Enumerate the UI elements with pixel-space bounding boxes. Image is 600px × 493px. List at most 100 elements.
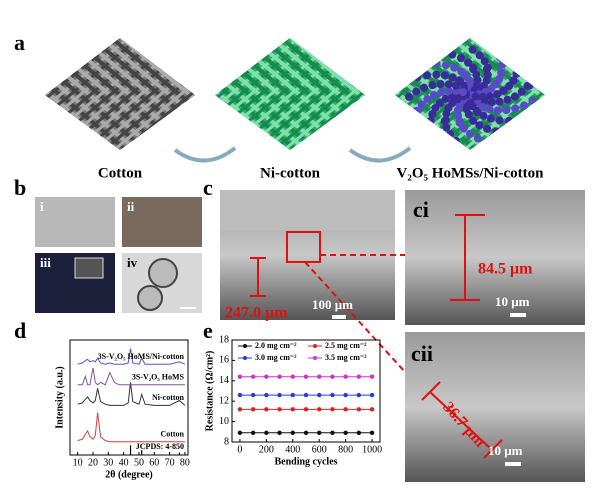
series-line	[77, 382, 186, 406]
sphere	[493, 106, 502, 115]
x-tick-label: 800	[338, 444, 353, 455]
y-axis-label: Intensity (a.u.)	[54, 366, 65, 429]
y-tick-label: 14	[219, 375, 229, 386]
marker	[290, 407, 295, 412]
sphere	[525, 81, 534, 90]
sphere	[444, 86, 453, 95]
strand	[439, 38, 545, 150]
sphere	[485, 92, 494, 101]
y-axis-label: Resistance (Ω/cm²)	[204, 351, 215, 432]
marker	[369, 392, 375, 398]
sphere	[528, 96, 537, 105]
sphere	[520, 101, 529, 110]
sphere	[423, 95, 432, 104]
sphere	[442, 61, 450, 70]
sphere	[514, 68, 523, 77]
marker	[264, 374, 269, 379]
series-label: Ni-cotton	[152, 393, 185, 402]
scale-label: 10 μm	[495, 294, 530, 309]
caption: V₂O₅ HoMSs/Ni-cotton	[397, 165, 545, 181]
y-tick-label: 10	[219, 416, 229, 427]
marker	[317, 374, 322, 379]
marker	[264, 430, 269, 436]
marker	[330, 374, 335, 379]
sphere	[459, 88, 468, 97]
photo	[122, 197, 202, 247]
sphere	[417, 100, 426, 109]
scale-bar	[505, 462, 521, 466]
panel-label: ci	[413, 197, 429, 222]
marker	[237, 430, 243, 436]
sphere	[451, 136, 460, 145]
arrow	[348, 146, 412, 163]
sphere	[468, 45, 477, 54]
sphere	[496, 53, 504, 62]
sphere	[412, 87, 421, 96]
sphere	[497, 68, 506, 77]
marker	[317, 407, 322, 412]
x-tick-label: 10	[73, 457, 83, 468]
marker	[369, 407, 375, 412]
sphere	[464, 58, 473, 67]
marker	[343, 374, 348, 379]
textile-illustrations	[45, 38, 545, 150]
measure	[421, 381, 441, 401]
sphere	[487, 98, 496, 107]
sphere	[492, 90, 501, 99]
sphere	[483, 138, 492, 147]
sphere	[438, 47, 447, 56]
marker	[356, 407, 362, 412]
sphere	[525, 113, 534, 122]
x-tick-label: 1000	[362, 444, 382, 455]
series-line	[77, 367, 185, 386]
sphere	[405, 92, 414, 101]
x-tick-label: 30	[103, 457, 113, 468]
sublabel: ii	[127, 199, 135, 214]
marker	[343, 430, 348, 436]
sublabel: iii	[40, 255, 51, 270]
sphere	[459, 124, 468, 133]
sphere	[503, 95, 512, 104]
marker	[250, 407, 256, 412]
marker	[264, 407, 269, 412]
sphere	[408, 114, 417, 123]
sphere	[498, 60, 507, 69]
sphere	[442, 123, 451, 132]
marker	[264, 392, 269, 398]
sphere	[411, 60, 420, 69]
zoom-line	[304, 261, 406, 373]
sphere	[440, 116, 449, 125]
sphere	[413, 73, 422, 82]
sphere	[515, 115, 524, 124]
sphere	[529, 74, 538, 83]
sphere	[456, 54, 465, 63]
sphere	[437, 88, 446, 97]
measure	[429, 391, 493, 451]
series-line	[77, 412, 185, 443]
sphere	[491, 46, 500, 55]
marker	[250, 392, 256, 398]
sphere	[495, 116, 504, 125]
sublabel: iv	[127, 255, 138, 270]
legend-label: 3.0 mg cm⁻²	[255, 353, 297, 362]
legend-marker	[313, 344, 317, 348]
marker	[369, 430, 375, 436]
sphere	[502, 128, 511, 137]
zoom-box	[286, 231, 321, 263]
legend-label: 2.0 mg cm⁻²	[255, 341, 297, 350]
sphere	[148, 258, 178, 288]
sphere	[502, 106, 511, 115]
plot-frame	[231, 339, 381, 443]
marker	[277, 430, 282, 436]
sphere	[469, 116, 478, 125]
marker	[237, 392, 243, 398]
sphere	[475, 51, 484, 60]
marker	[317, 430, 322, 436]
legend-label: 3.5 mg cm⁻²	[325, 353, 367, 362]
panel-label: e	[203, 318, 213, 343]
marker	[356, 430, 362, 436]
sphere	[422, 59, 431, 68]
marker	[356, 392, 362, 398]
sphere	[485, 105, 494, 114]
resistance-chart: 0 200 400 600 800 1000 8 10 12 14 16 18 Bending cycl…	[204, 334, 382, 467]
